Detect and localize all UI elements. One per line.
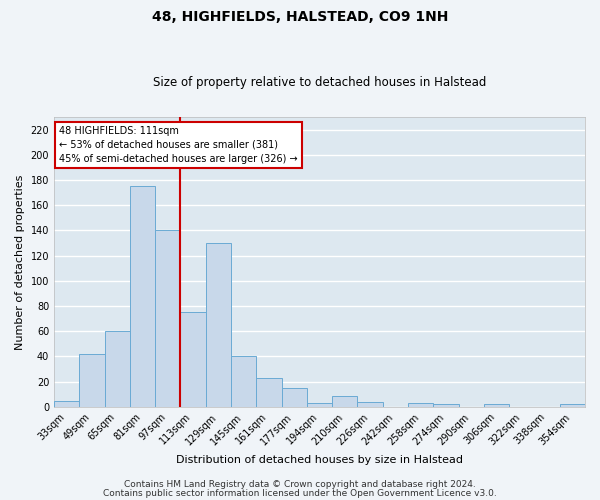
Bar	[206, 243, 231, 407]
Bar	[484, 404, 509, 407]
Bar	[54, 400, 79, 407]
Text: 48, HIGHFIELDS, HALSTEAD, CO9 1NH: 48, HIGHFIELDS, HALSTEAD, CO9 1NH	[152, 10, 448, 24]
Bar	[332, 396, 358, 407]
Bar	[130, 186, 155, 407]
Bar	[181, 312, 206, 407]
Bar	[408, 403, 433, 407]
Bar	[433, 404, 458, 407]
Bar	[358, 402, 383, 407]
Bar	[79, 354, 104, 407]
Y-axis label: Number of detached properties: Number of detached properties	[15, 174, 25, 350]
Bar	[231, 356, 256, 407]
Bar	[281, 388, 307, 407]
Bar	[256, 378, 281, 407]
Bar	[104, 332, 130, 407]
Title: Size of property relative to detached houses in Halstead: Size of property relative to detached ho…	[153, 76, 486, 90]
Text: Contains public sector information licensed under the Open Government Licence v3: Contains public sector information licen…	[103, 489, 497, 498]
Bar	[155, 230, 181, 407]
Text: Contains HM Land Registry data © Crown copyright and database right 2024.: Contains HM Land Registry data © Crown c…	[124, 480, 476, 489]
Bar	[560, 404, 585, 407]
X-axis label: Distribution of detached houses by size in Halstead: Distribution of detached houses by size …	[176, 455, 463, 465]
Bar	[307, 403, 332, 407]
Text: 48 HIGHFIELDS: 111sqm
← 53% of detached houses are smaller (381)
45% of semi-det: 48 HIGHFIELDS: 111sqm ← 53% of detached …	[59, 126, 298, 164]
